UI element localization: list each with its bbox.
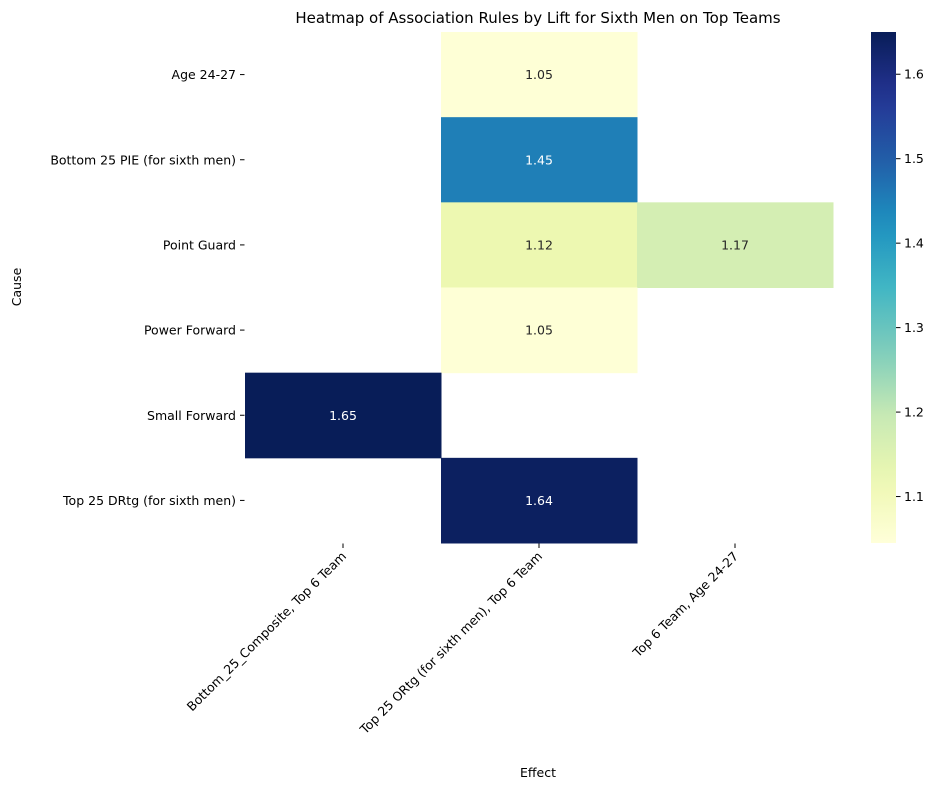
heatmap-cell — [637, 202, 834, 288]
y-tick-label: Bottom 25 PIE (for sixth men) — [50, 152, 236, 167]
colorbar-tick-label: 1.5 — [904, 151, 924, 166]
y-tick-label: Small Forward — [147, 408, 236, 423]
heatmap-cell — [441, 202, 638, 288]
colorbar-tick-label: 1.2 — [904, 405, 924, 420]
colorbar-tick-label: 1.4 — [904, 236, 924, 251]
y-tick-label: Point Guard — [163, 237, 236, 252]
heatmap-cells — [245, 32, 834, 544]
heatmap-cell-labels: 1.05 1.45 1.12 1.17 1.05 1.65 1.64 — [329, 67, 749, 508]
colorbar-tick-label: 1.1 — [904, 489, 924, 504]
cell-value-label: 1.05 — [525, 67, 553, 82]
colorbar-tick-label: 1.6 — [904, 67, 924, 82]
cell-value-label: 1.12 — [525, 237, 553, 252]
cell-value-label: 1.05 — [525, 323, 553, 338]
cell-value-label: 1.45 — [525, 152, 553, 167]
heatmap-cell — [441, 287, 638, 374]
heatmap-cell — [441, 117, 638, 203]
x-tick-label: Top 6 Team, Age 24-27 — [629, 549, 741, 661]
y-axis-label: Cause — [9, 267, 24, 306]
heatmap-cell — [245, 372, 442, 459]
heatmap-cell — [441, 32, 638, 118]
x-tick-label: Top 25 ORtg (for sixth men), Top 6 Team — [356, 549, 545, 738]
colorbar-tick-label: 1.3 — [904, 320, 924, 335]
x-axis-label: Effect — [520, 765, 556, 780]
cell-value-label: 1.64 — [525, 493, 553, 508]
x-tick-label: Bottom_25_Composite, Top 6 Team — [184, 549, 349, 714]
y-tick-label: Power Forward — [144, 323, 236, 338]
colorbar — [871, 32, 896, 543]
cell-value-label: 1.17 — [721, 237, 749, 252]
y-tick-label: Age 24-27 — [172, 67, 236, 82]
cell-value-label: 1.65 — [329, 408, 357, 423]
chart-title: Heatmap of Association Rules by Lift for… — [295, 9, 780, 27]
heatmap-cell — [441, 457, 638, 544]
x-axis-ticks: Bottom_25_Composite, Top 6 Team Top 25 OR… — [184, 543, 741, 738]
y-tick-label: Top 25 DRtg (for sixth men) — [62, 493, 236, 508]
y-axis-ticks: Age 24-27 Bottom 25 PIE (for sixth men) Po… — [50, 67, 245, 508]
colorbar-ticks: 1.1 1.2 1.3 1.4 1.5 1.6 — [896, 67, 924, 504]
